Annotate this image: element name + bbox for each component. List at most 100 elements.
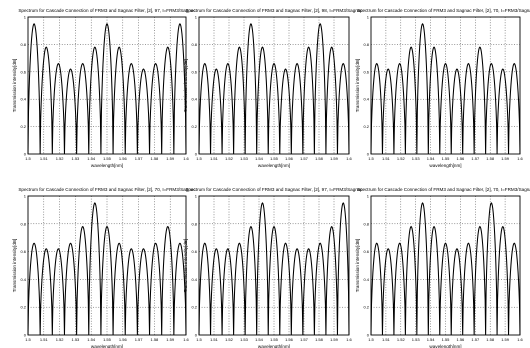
x-tick-label: 1.57 <box>135 337 144 342</box>
y-axis-label: Transmission intensity[dB] <box>183 239 188 292</box>
x-tick-label: 1.51 <box>40 156 49 161</box>
y-tick-label: 0.6 <box>363 69 369 74</box>
x-tick-label: 1.55 <box>103 337 112 342</box>
y-tick-label: 0.2 <box>191 124 197 129</box>
chart-panel-3: Spectrum for Cascade Connection of FRM3 … <box>355 8 530 168</box>
y-axis-label: Transmission intensity[dB] <box>183 59 188 112</box>
x-axis-label: wavelength[nm] <box>429 163 461 168</box>
y-tick-label: 0.4 <box>20 277 26 282</box>
y-tick-label: 1 <box>367 194 370 199</box>
x-tick-label: 1.58 <box>315 337 324 342</box>
y-axis-label: Transmission intensity[dB] <box>355 59 360 112</box>
chart-panel-5: Spectrum for Cascade Connection of FRM3 … <box>183 187 363 348</box>
spectrum-line <box>27 202 187 336</box>
x-tick-label: 1.51 <box>382 337 391 342</box>
chart-title: Spectrum for Cascade Connection of FRM3 … <box>357 187 530 192</box>
y-tick-label: 0.2 <box>363 124 369 129</box>
y-tick-label: 0.2 <box>20 124 26 129</box>
x-tick-label: 1.54 <box>427 156 436 161</box>
x-tick-label: 1.56 <box>285 156 294 161</box>
x-tick-label: 1.55 <box>270 337 279 342</box>
y-tick-label: 1 <box>24 15 27 20</box>
x-tick-label: 1.5 <box>368 337 374 342</box>
y-tick-label: 0 <box>367 152 370 157</box>
y-tick-label: 0 <box>24 333 27 338</box>
y-tick-label: 0.2 <box>191 305 197 310</box>
x-tick-label: 1.6 <box>346 337 352 342</box>
x-tick-label: 1.54 <box>255 156 264 161</box>
x-tick-label: 1.59 <box>501 156 510 161</box>
chart-panel-2: Spectrum for Cascade Connection of FRM3 … <box>183 8 363 168</box>
x-tick-label: 1.54 <box>87 156 96 161</box>
x-tick-label: 1.58 <box>486 337 495 342</box>
x-tick-label: 1.51 <box>210 337 219 342</box>
y-tick-label: 0.4 <box>191 277 197 282</box>
x-tick-label: 1.58 <box>151 156 160 161</box>
y-tick-label: 0.8 <box>20 221 26 226</box>
x-tick-label: 1.52 <box>397 156 406 161</box>
y-tick-label: 0.6 <box>363 249 369 254</box>
y-tick-label: 0.2 <box>20 305 26 310</box>
y-tick-label: 0.8 <box>363 221 369 226</box>
x-tick-label: 1.59 <box>330 337 339 342</box>
x-axis-label: wavelength[nm] <box>258 163 290 168</box>
y-tick-label: 0.8 <box>191 221 197 226</box>
x-tick-label: 1.53 <box>412 156 421 161</box>
y-tick-label: 0 <box>24 152 27 157</box>
x-axis-label: wavelength[nm] <box>91 163 123 168</box>
x-tick-label: 1.6 <box>346 156 352 161</box>
x-tick-label: 1.57 <box>471 156 480 161</box>
chart-title: Spectrum for Cascade Connection of FRM3 … <box>185 8 363 13</box>
spectrum-line <box>198 23 350 155</box>
spectrum-line <box>370 202 521 336</box>
x-tick-label: 1.59 <box>166 337 175 342</box>
y-tick-label: 0.4 <box>363 277 369 282</box>
x-tick-label: 1.56 <box>119 337 128 342</box>
x-tick-label: 1.5 <box>196 156 202 161</box>
y-tick-label: 0.6 <box>20 249 26 254</box>
y-tick-label: 0.8 <box>363 42 369 47</box>
spectrum-line <box>198 202 350 336</box>
y-axis-label: Transmission intensity[dB] <box>12 59 17 112</box>
x-tick-label: 1.57 <box>300 156 309 161</box>
y-tick-label: 0.4 <box>363 97 369 102</box>
x-axis-label: wavelength[nm] <box>258 344 290 348</box>
x-tick-label: 1.52 <box>225 337 234 342</box>
y-tick-label: 0.4 <box>191 97 197 102</box>
x-tick-label: 1.5 <box>25 156 31 161</box>
x-tick-label: 1.58 <box>315 156 324 161</box>
x-tick-label: 1.53 <box>72 337 81 342</box>
y-tick-label: 0.6 <box>191 69 197 74</box>
y-tick-label: 1 <box>24 194 27 199</box>
x-tick-label: 1.52 <box>56 337 65 342</box>
y-tick-label: 1 <box>195 15 198 20</box>
x-tick-label: 1.55 <box>103 156 112 161</box>
spectrum-line <box>370 22 521 155</box>
x-tick-label: 1.53 <box>72 156 81 161</box>
y-tick-label: 0 <box>367 333 370 338</box>
chart-title: Spectrum for Cascade Connection of FRM3 … <box>18 187 196 192</box>
chart-panel-4: Spectrum for Cascade Connection of FRM3 … <box>12 187 196 348</box>
y-tick-label: 0.8 <box>191 42 197 47</box>
chart-title: Spectrum for Cascade Connection of FRM3 … <box>18 8 196 13</box>
y-tick-label: 1 <box>367 15 370 20</box>
spectrum-line <box>27 23 187 155</box>
y-tick-label: 0.4 <box>20 97 26 102</box>
x-tick-label: 1.59 <box>166 156 175 161</box>
x-tick-label: 1.54 <box>427 337 436 342</box>
x-tick-label: 1.55 <box>270 156 279 161</box>
x-tick-label: 1.55 <box>442 156 451 161</box>
x-tick-label: 1.6 <box>517 156 523 161</box>
x-tick-label: 1.52 <box>397 337 406 342</box>
x-tick-label: 1.52 <box>225 156 234 161</box>
x-tick-label: 1.6 <box>517 337 523 342</box>
x-axis-label: wavelength[nm] <box>91 344 123 348</box>
x-tick-label: 1.58 <box>486 156 495 161</box>
x-tick-label: 1.57 <box>135 156 144 161</box>
x-tick-label: 1.6 <box>183 337 189 342</box>
chart-panel-6: Spectrum for Cascade Connection of FRM3 … <box>355 187 530 348</box>
y-axis-label: Transmission intensity[dB] <box>355 239 360 292</box>
chart-title: Spectrum for Cascade Connection of FRM3 … <box>357 8 530 13</box>
x-tick-label: 1.51 <box>382 156 391 161</box>
